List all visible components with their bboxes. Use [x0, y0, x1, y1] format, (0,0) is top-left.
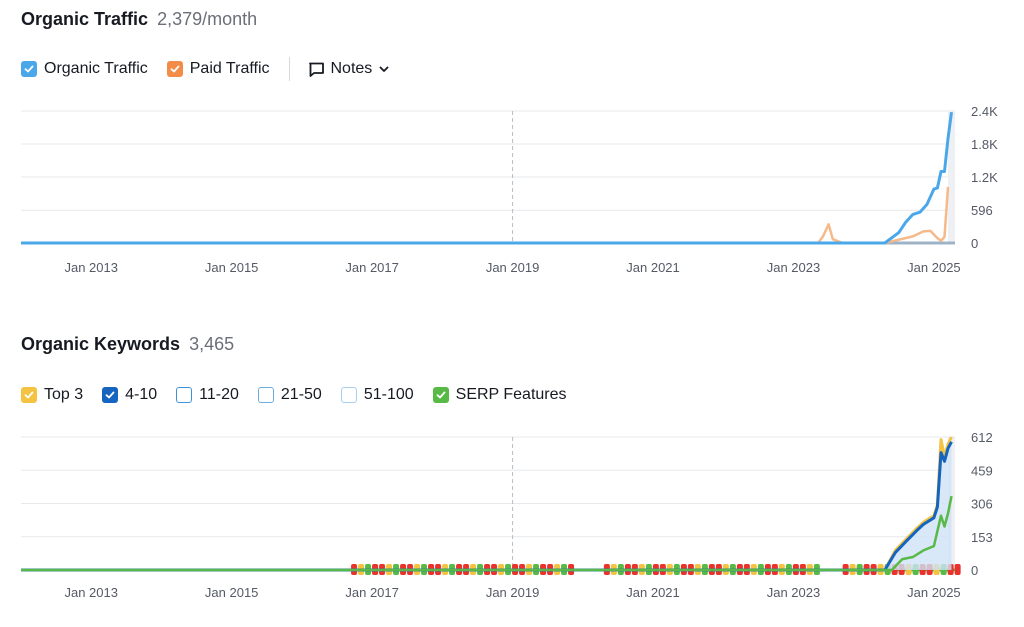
x-tick-label: Jan 2025: [907, 585, 961, 600]
check-icon[interactable]: [432, 387, 449, 403]
x-tick-label: Jan 2015: [205, 260, 259, 275]
legend-21-50[interactable]: 21-50: [257, 386, 322, 404]
x-tick-label: Jan 2013: [64, 585, 118, 600]
x-tick-label: Jan 2021: [626, 260, 680, 275]
y-tick-label: 0: [971, 563, 978, 578]
event-marker: [954, 564, 961, 575]
legend-organic-traffic-label: Organic Traffic: [44, 60, 148, 77]
chevron-down-icon: [378, 63, 390, 75]
organic-keywords-value: 3,465: [189, 334, 235, 354]
check-icon[interactable]: [166, 61, 183, 77]
legend-organic-traffic[interactable]: Organic Traffic: [21, 60, 148, 78]
legend-serp-features-label: SERP Features: [455, 386, 567, 403]
legend-top-3-label: Top 3: [44, 386, 84, 403]
x-tick-label: Jan 2023: [767, 585, 821, 600]
organic-traffic-title: Organic Traffic: [21, 9, 149, 29]
y-tick-label: 0: [971, 236, 978, 251]
legend-51-100-label: 51-100: [363, 386, 414, 403]
y-tick-label: 596: [971, 203, 993, 218]
x-tick-label: Jan 2021: [626, 585, 680, 600]
check-icon[interactable]: [21, 61, 37, 77]
legend-divider: [288, 57, 290, 81]
legend-21-50-label: 21-50: [280, 386, 322, 403]
x-tick-label: Jan 2017: [345, 260, 399, 275]
checkbox-empty-icon[interactable]: [176, 387, 193, 403]
legend-serp-features[interactable]: SERP Features: [432, 386, 567, 404]
x-tick-label: Jan 2025: [907, 260, 961, 275]
y-tick-label: 1.2K: [971, 170, 998, 185]
organic-traffic-header: Organic Traffic 2,379/month: [21, 9, 257, 30]
notes-label: Notes: [330, 60, 373, 77]
4-10-line: [21, 441, 953, 572]
legend-51-100[interactable]: 51-100: [340, 386, 414, 404]
organic-keywords-section: Organic Keywords 3,465 Top 3 4-10 11-20 …: [0, 325, 1024, 627]
legend-11-20-label: 11-20: [199, 386, 239, 403]
x-tick-label: Jan 2017: [345, 585, 399, 600]
check-icon[interactable]: [102, 387, 119, 403]
organic-keywords-title: Organic Keywords: [21, 334, 181, 354]
legend-paid-traffic[interactable]: Paid Traffic: [166, 60, 270, 78]
legend-4-10[interactable]: 4-10: [102, 386, 157, 404]
y-tick-label: 153: [971, 530, 993, 545]
organic-traffic-chart: 2.4K 1.8K 1.2K 596 0 Jan 2013 Jan 2015 Jan 2017…: [21, 104, 998, 275]
organic-traffic-value: 2,379/month: [157, 9, 258, 29]
x-tick-label: Jan 2023: [767, 260, 821, 275]
y-tick-label: 459: [971, 463, 993, 478]
y-tick-label: 612: [971, 430, 993, 445]
legend-11-20[interactable]: 11-20: [176, 386, 239, 404]
y-tick-label: 1.8K: [971, 137, 998, 152]
organic-keywords-chart: 612 459 306 153 0 Jan 2013 Jan 2015 Jan 2017 Jan…: [21, 430, 993, 600]
y-tick-label: 2.4K: [971, 104, 998, 119]
checkbox-empty-icon[interactable]: [340, 387, 357, 403]
traffic-legend: Organic Traffic Paid Traffic Notes: [21, 57, 391, 81]
checkbox-empty-icon[interactable]: [257, 387, 274, 403]
x-tick-label: Jan 2019: [486, 260, 540, 275]
x-tick-label: Jan 2019: [486, 585, 540, 600]
current-period-shade: [947, 111, 955, 243]
x-tick-label: Jan 2015: [205, 585, 259, 600]
legend-top-3[interactable]: Top 3: [21, 386, 83, 404]
x-tick-label: Jan 2013: [64, 260, 118, 275]
keywords-legend: Top 3 4-10 11-20 21-50 51-100 SERP Featu…: [21, 384, 586, 406]
check-icon[interactable]: [21, 387, 37, 403]
organic-traffic-line: [21, 112, 953, 245]
legend-paid-traffic-label: Paid Traffic: [189, 60, 270, 77]
organic-traffic-section: Organic Traffic 2,379/month Organic Traf…: [0, 0, 1024, 300]
notes-button[interactable]: Notes: [308, 60, 391, 78]
y-tick-label: 306: [971, 497, 993, 512]
comment-icon: [308, 61, 325, 78]
paid-traffic-line: [21, 186, 950, 245]
organic-keywords-header: Organic Keywords 3,465: [21, 334, 234, 355]
serp-features-line: [21, 495, 953, 572]
legend-4-10-label: 4-10: [125, 386, 158, 403]
